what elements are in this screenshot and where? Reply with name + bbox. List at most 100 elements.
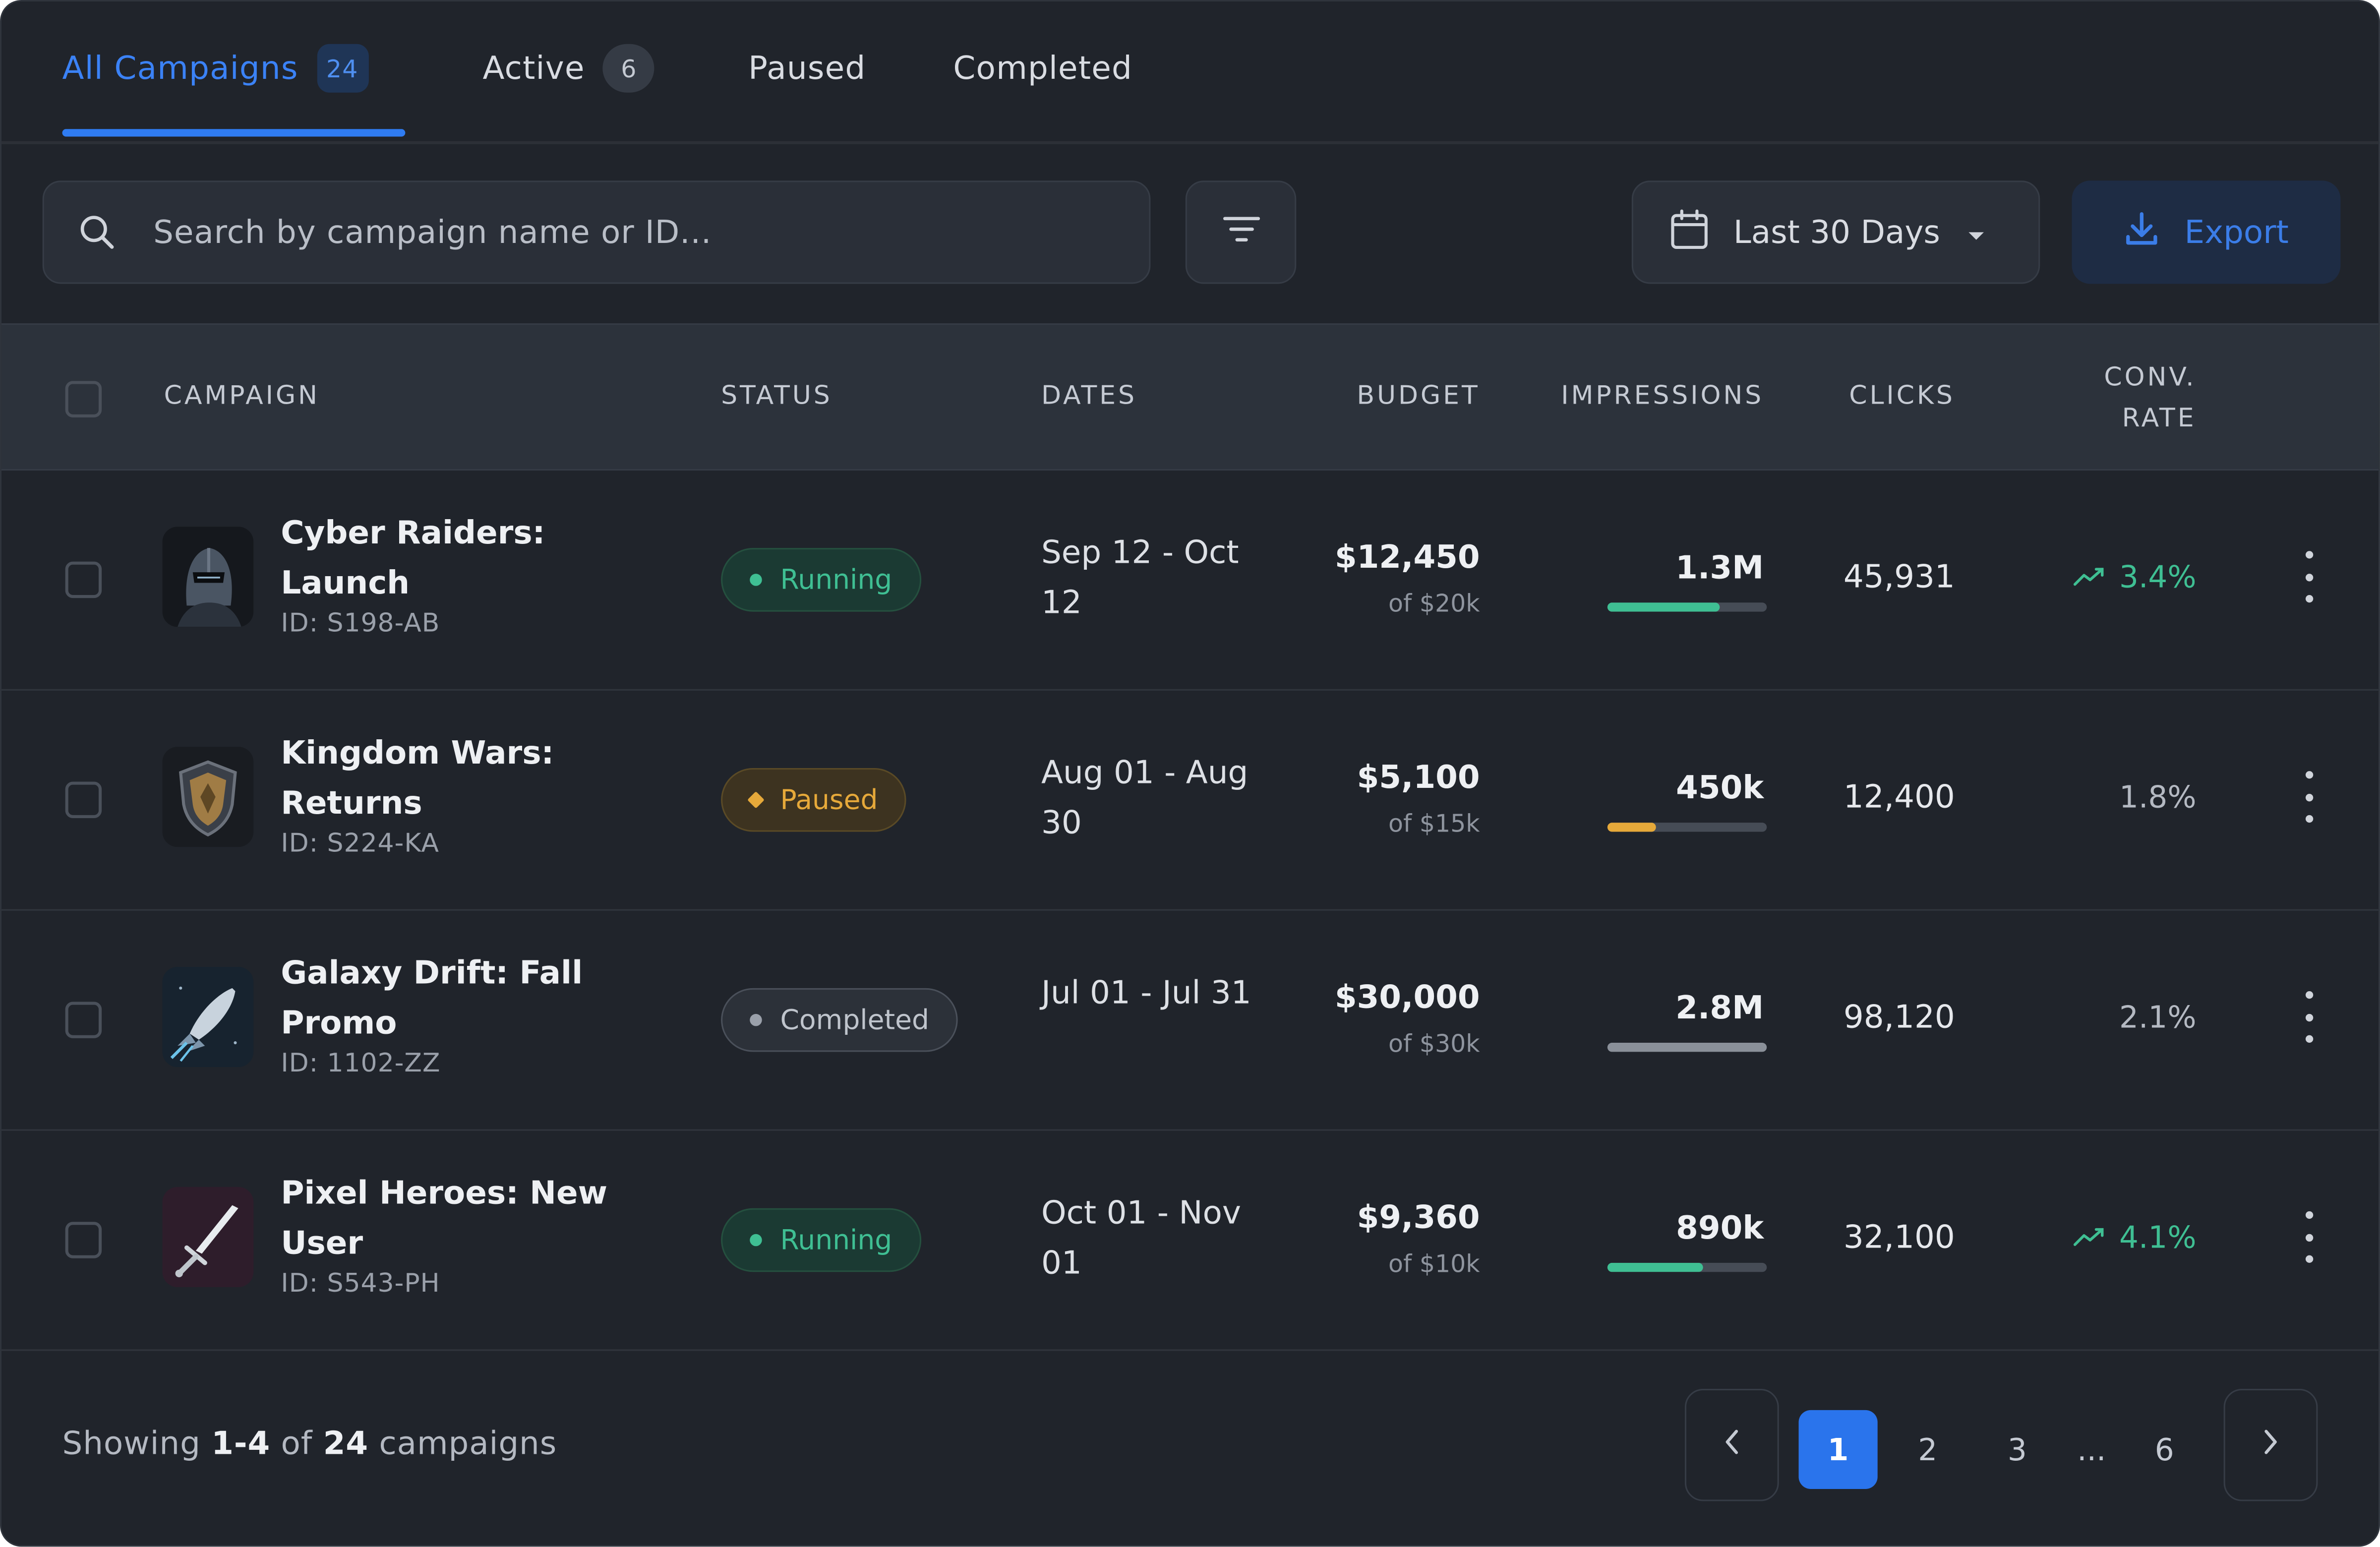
- tab-completed[interactable]: Completed: [953, 41, 1132, 96]
- tab-bar: All Campaigns 24 Active 6 Paused Complet…: [1, 1, 2379, 144]
- page-button-6[interactable]: 6: [2154, 1431, 2174, 1468]
- status-dot: [747, 791, 765, 809]
- column-header-dates[interactable]: DATES: [1041, 381, 1137, 412]
- search-box[interactable]: [42, 180, 1151, 284]
- column-header-status[interactable]: STATUS: [721, 381, 833, 412]
- date-range-dropdown[interactable]: Last 30 Days: [1631, 180, 2040, 284]
- search-icon: [44, 213, 150, 252]
- filter-icon: [1221, 214, 1261, 250]
- tab-label: All Campaigns: [62, 50, 298, 87]
- shield-icon: [162, 747, 254, 847]
- next-page-button[interactable]: [2223, 1388, 2318, 1501]
- tab-label: Paused: [748, 50, 866, 87]
- search-input[interactable]: [150, 212, 1149, 252]
- conv-rate: 2.1%: [2119, 999, 2197, 1035]
- campaign-dates: Aug 01 - Aug 30: [1041, 754, 1249, 841]
- summary-suffix: campaigns: [379, 1425, 557, 1462]
- conv-rate: 3.4%: [2074, 559, 2197, 595]
- campaign-name[interactable]: Kingdom Wars: Returns: [281, 734, 554, 822]
- table-row[interactable]: Galaxy Drift: Fall Promo ID: 1102-ZZ Com…: [1, 909, 2379, 1131]
- budget-spent: $9,360: [1357, 1199, 1480, 1236]
- page-button-1[interactable]: 1: [1798, 1410, 1878, 1489]
- chevron-left-icon: [1723, 1428, 1741, 1462]
- row-checkbox[interactable]: [65, 561, 102, 598]
- budget-total: of $10k: [1388, 1249, 1480, 1278]
- table-row[interactable]: Kingdom Wars: Returns ID: S224-KA Paused…: [1, 689, 2379, 911]
- campaign-name[interactable]: Pixel Heroes: New User: [281, 1175, 608, 1261]
- caret-down-icon: [1967, 214, 1986, 250]
- conv-rate: 4.1%: [2074, 1219, 2197, 1255]
- active-tab-indicator: [62, 129, 406, 137]
- tab-active[interactable]: Active 6: [482, 41, 655, 96]
- tab-count-badge: 24: [316, 44, 368, 93]
- page-button-2[interactable]: 2: [1918, 1431, 1938, 1468]
- previous-page-button[interactable]: [1684, 1388, 1779, 1501]
- row-checkbox[interactable]: [65, 781, 102, 818]
- campaign-id: ID: S224-KA: [281, 829, 439, 859]
- campaign-dates: Sep 12 - Oct 12: [1041, 534, 1239, 621]
- page-ellipsis: ...: [2077, 1431, 2106, 1468]
- budget-spent: $12,450: [1334, 538, 1480, 576]
- trend-up-icon: [2074, 1219, 2107, 1255]
- status-badge: Paused: [721, 768, 907, 832]
- impressions-progress-fill: [1607, 602, 1719, 612]
- conv-rate-value: 2.1%: [2119, 999, 2197, 1035]
- status-label: Completed: [780, 1004, 930, 1036]
- row-checkbox[interactable]: [65, 1002, 102, 1038]
- row-more-menu-button[interactable]: [2293, 771, 2323, 823]
- date-range-label: Last 30 Days: [1733, 214, 1940, 251]
- impressions-value: 1.3M: [1675, 549, 1764, 586]
- filter-button[interactable]: [1185, 180, 1297, 284]
- page-button-3[interactable]: 3: [2007, 1431, 2027, 1468]
- impressions-value: 2.8M: [1675, 989, 1764, 1026]
- campaign-dates: Oct 01 - Nov 01: [1041, 1194, 1241, 1281]
- column-header-campaign[interactable]: CAMPAIGN: [164, 381, 320, 412]
- conv-rate-value: 1.8%: [2119, 778, 2197, 815]
- impressions-value: 890k: [1676, 1209, 1764, 1247]
- campaign-name[interactable]: Galaxy Drift: Fall Promo: [281, 954, 583, 1041]
- campaign-id: ID: S543-PH: [281, 1269, 440, 1300]
- conv-rate: 1.8%: [2119, 778, 2197, 815]
- column-header-conv-rate[interactable]: CONV. RATE: [2104, 358, 2196, 440]
- tab-all-campaigns[interactable]: All Campaigns 24: [62, 41, 368, 96]
- budget-total: of $20k: [1388, 589, 1480, 618]
- status-dot: [750, 1013, 762, 1026]
- row-checkbox[interactable]: [65, 1222, 102, 1258]
- tab-label: Completed: [953, 50, 1133, 87]
- pagination-summary: Showing 1-4 of 24 campaigns: [62, 1425, 557, 1461]
- column-header-impressions[interactable]: IMPRESSIONS: [1561, 381, 1764, 412]
- select-all-checkbox[interactable]: [65, 381, 102, 417]
- tab-paused[interactable]: Paused: [748, 41, 866, 96]
- export-button[interactable]: Export: [2072, 180, 2341, 284]
- status-label: Running: [780, 564, 892, 596]
- impressions-progress: [1607, 602, 1767, 612]
- knight-helmet-icon: [162, 527, 254, 627]
- clicks-value: 12,400: [1843, 778, 1955, 815]
- tab-label: Active: [482, 50, 585, 87]
- status-badge: Running: [721, 548, 921, 612]
- column-header-budget[interactable]: BUDGET: [1357, 381, 1480, 412]
- budget-spent: $5,100: [1357, 759, 1480, 796]
- status-badge: Running: [721, 1208, 921, 1272]
- summary-of: of: [281, 1425, 313, 1462]
- row-more-menu-button[interactable]: [2293, 551, 2323, 603]
- campaign-name[interactable]: Cyber Raiders: Launch: [281, 514, 545, 601]
- sword-icon: [162, 1187, 254, 1287]
- row-more-menu-button[interactable]: [2293, 991, 2323, 1043]
- table-row[interactable]: Cyber Raiders: Launch ID: S198-AB Runnin…: [1, 469, 2379, 691]
- status-dot: [750, 1234, 762, 1247]
- status-dot: [750, 574, 762, 586]
- campaign-id: ID: S198-AB: [281, 608, 440, 639]
- conv-header-line1: CONV.: [2104, 362, 2197, 393]
- clicks-value: 45,931: [1843, 558, 1955, 595]
- row-more-menu-button[interactable]: [2293, 1211, 2323, 1263]
- impressions-progress: [1607, 1043, 1767, 1052]
- export-label: Export: [2184, 214, 2289, 251]
- calendar-icon: [1669, 207, 1709, 257]
- impressions-progress-fill: [1607, 1262, 1703, 1272]
- column-header-clicks[interactable]: CLICKS: [1849, 381, 1955, 412]
- impressions-progress-fill: [1607, 1043, 1767, 1052]
- table-row[interactable]: Pixel Heroes: New User ID: S543-PH Runni…: [1, 1130, 2379, 1351]
- download-icon: [2124, 210, 2160, 254]
